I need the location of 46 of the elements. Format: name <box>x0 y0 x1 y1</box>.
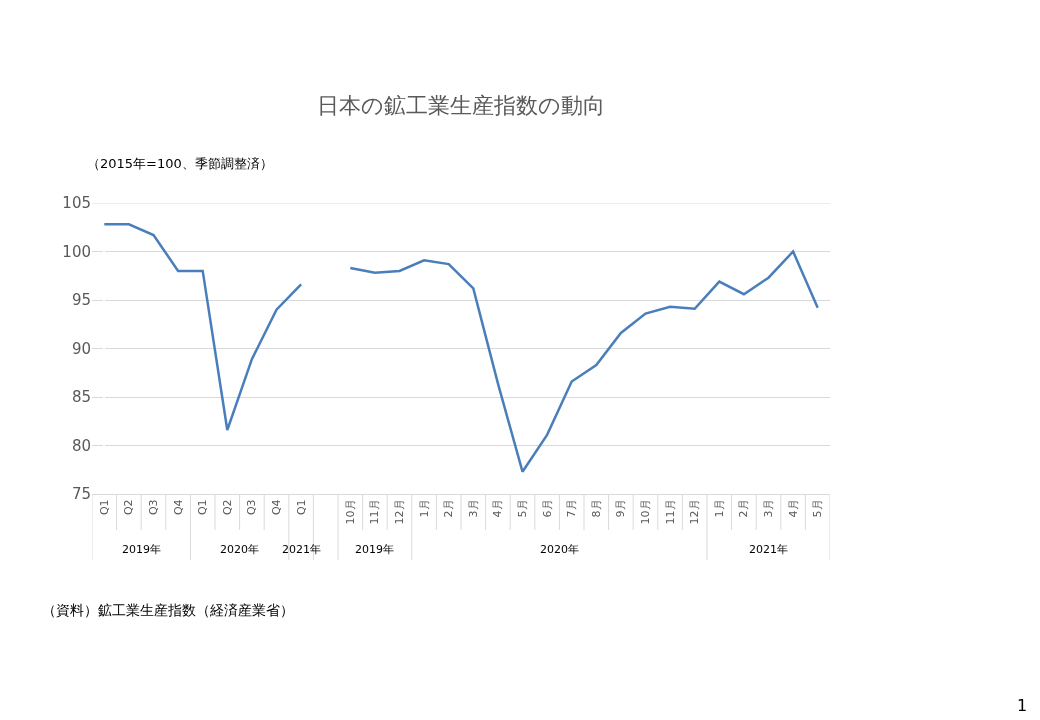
x-tick-label: Q3 <box>245 499 259 516</box>
x-tick-label: Q3 <box>147 499 161 516</box>
x-tick-label: 12月 <box>393 499 407 525</box>
text: 2020年 <box>220 543 259 556</box>
x-tick-label: 1月 <box>712 499 726 518</box>
x-tick-label: 10月 <box>639 499 653 525</box>
chart-subtitle: （2015年=100、季節調整済） <box>87 156 273 171</box>
y-tick-label: 80 <box>71 436 91 455</box>
y-tick-label: 95 <box>71 291 91 310</box>
x-tick-label: Q4 <box>171 499 185 516</box>
text: 2021年 <box>749 543 788 556</box>
y-tick-label: 75 <box>71 485 91 504</box>
y-tick-label: 105 <box>62 194 91 213</box>
y-tick-label: 85 <box>71 388 91 407</box>
x-tick-label: 5月 <box>811 499 825 518</box>
text: 2019年 <box>355 543 394 556</box>
x-tick-label: 12月 <box>688 499 702 525</box>
x-tick-label: 1月 <box>417 499 431 518</box>
x-tick-label: Q4 <box>270 499 284 516</box>
x-tick-label: Q1 <box>97 499 111 516</box>
chart-title: 日本の鉱工業生産指数の動向 <box>317 92 605 118</box>
x-tick-label: 4月 <box>491 499 505 518</box>
x-tick-label: 11月 <box>368 499 382 525</box>
text: 2021年 <box>282 543 321 556</box>
x-tick-label: 3月 <box>762 499 776 518</box>
x-tick-label: 11月 <box>663 499 677 525</box>
x-tick-label: 3月 <box>466 499 480 518</box>
x-tick-label: 5月 <box>516 499 530 518</box>
text: 2019年 <box>122 543 161 556</box>
x-tick-label: 8月 <box>589 499 603 518</box>
text: 2020年 <box>540 543 579 556</box>
x-tick-label: 2月 <box>442 499 456 518</box>
text: （資料）鉱工業生産指数（経済産業省） <box>42 602 294 618</box>
x-tick-label: 2月 <box>737 499 751 518</box>
x-tick-label: 9月 <box>614 499 628 518</box>
x-tick-label: Q2 <box>220 499 234 516</box>
x-tick-label: 10月 <box>343 499 357 525</box>
x-tick-label: Q2 <box>122 499 136 516</box>
y-tick-label: 100 <box>62 242 91 261</box>
x-tick-label: 6月 <box>540 499 554 518</box>
y-tick-label: 90 <box>71 339 91 358</box>
x-tick-label: 4月 <box>786 499 800 518</box>
x-tick-label: Q1 <box>196 499 210 516</box>
x-tick-label: Q1 <box>294 499 308 516</box>
text: 1 <box>1017 696 1028 715</box>
x-tick-label: 7月 <box>565 499 579 518</box>
